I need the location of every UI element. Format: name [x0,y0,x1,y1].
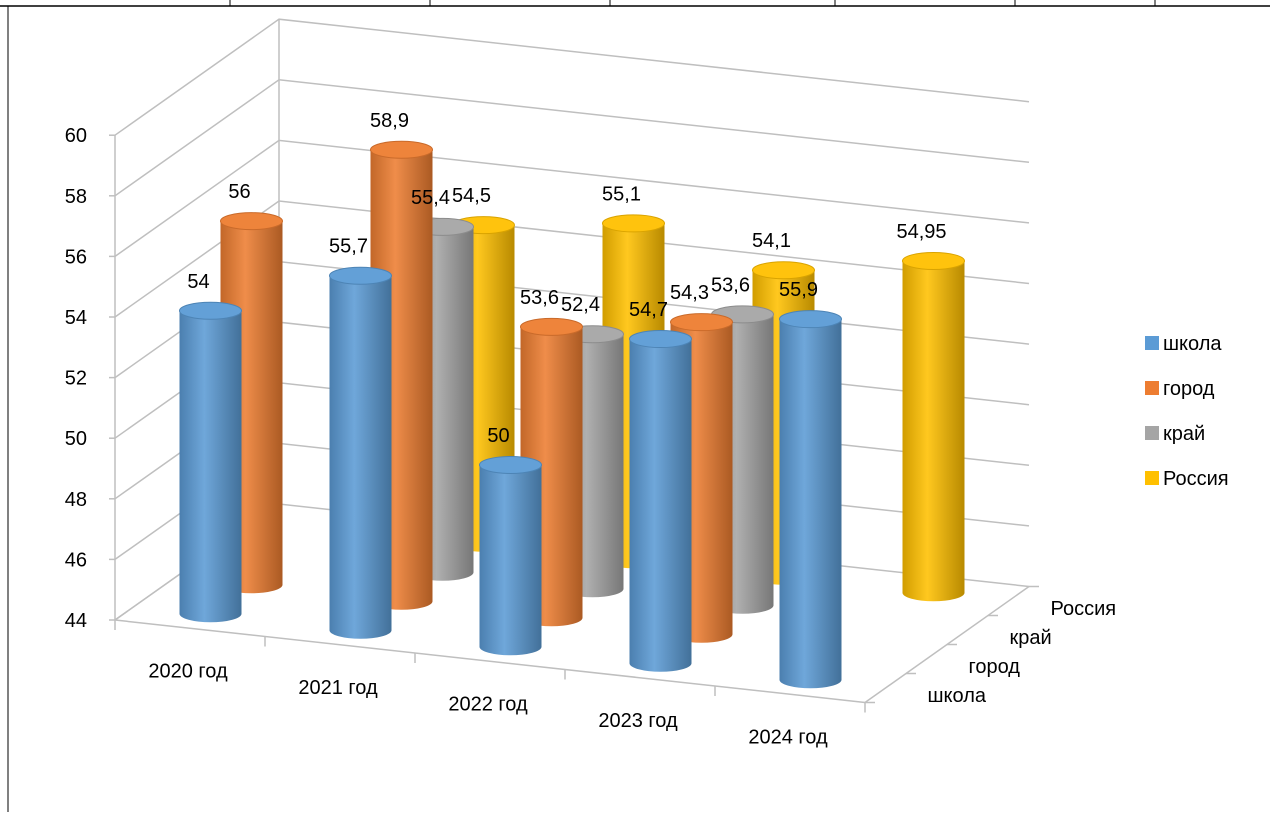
cylinder-body [179,310,242,623]
x-tick-label: 2020 год [148,660,228,682]
data-label: 55,7 [329,236,368,258]
gridline [114,18,1030,136]
data-label: 55,1 [602,183,641,205]
y-tick-label: 44 [65,610,87,632]
data-label: 54,7 [629,299,668,321]
legend-item-label: город [1163,378,1215,400]
cylinder-top [370,141,433,159]
y-tick-label: 54 [65,307,87,329]
cylinder-top-edge [220,212,283,231]
cylinder-top [479,456,542,474]
cylinder-top-edge [370,140,433,159]
data-label: 55,9 [779,279,818,301]
data-label: 54,3 [670,282,709,304]
cylinder-body [629,339,692,672]
cylinder-top-edge [479,455,542,474]
legend: школа город край Россия [1145,333,1229,490]
data-label: 53,6 [711,274,750,296]
cylinder-body [902,260,965,602]
legend-item-label: Россия [1163,468,1229,490]
data-label: 58,9 [370,110,409,132]
bar-школа-2022 год [479,455,542,656]
y-tick-label: 56 [65,246,87,268]
cylinder-body [329,275,392,639]
cylinder-top [329,267,392,285]
legend-swatch [1145,336,1159,350]
cylinder-top-edge [329,266,392,285]
cylinder-top-edge [779,310,842,329]
y-tick-label: 60 [65,125,87,147]
data-label: 54,1 [752,230,791,252]
x-tick-label: 2024 год [748,726,828,748]
depth-axis-label: школа [928,685,987,707]
y-tick-label: 52 [65,368,87,390]
legend-item-label: край [1163,423,1205,445]
cylinder-top-edge [670,313,733,332]
legend-swatch [1145,471,1159,485]
data-label: 50 [487,425,509,447]
cylinder-top [179,302,242,320]
data-label: 54,95 [896,221,946,243]
bar-школа-2023 год [629,330,692,672]
data-label: 55,4 [411,187,450,209]
cylinder-body [479,464,542,656]
bar-Россия-2024 год [902,251,965,602]
cylinder-body [779,319,842,689]
data-label: 53,6 [520,287,559,309]
cylinder-top [520,318,583,336]
y-tick-label: 46 [65,549,87,571]
cylinder-top [602,214,665,232]
cylinder-top-edge [602,214,665,233]
cylinder-top [220,212,283,230]
bar-школа-2021 год [329,266,392,639]
cylinder-top-edge [902,251,965,270]
y-tick-label: 48 [65,489,87,511]
depth-axis-label: край [1010,627,1052,649]
y-tick-label: 50 [65,428,87,450]
bar-школа-2020 год [179,301,242,623]
legend-swatch [1145,426,1159,440]
cylinder-top-edge [752,261,815,280]
x-tick-label: 2023 год [598,710,678,732]
cylinder-top-edge [520,317,583,336]
data-label: 54,5 [452,185,491,207]
bars-layer [179,140,965,689]
legend-item-label: школа [1163,333,1222,355]
legend-swatch [1145,381,1159,395]
data-label: 56 [228,181,250,203]
depth-axis-label: Россия [1051,598,1117,620]
bar-школа-2024 год [779,310,842,689]
depth-axis-label: город [969,656,1021,678]
cylinder-top-edge [629,330,692,349]
cylinder-top-edge [179,301,242,320]
cylinder-top [670,313,733,331]
x-tick-label: 2022 год [448,693,528,715]
gridline [114,79,1030,197]
x-axis-line [114,619,866,704]
x-tick-label: 2021 год [298,677,378,699]
cylinder-top [752,261,815,279]
cylinder-top [779,310,842,328]
cylinder-top [902,252,965,270]
cylinder-top [629,330,692,348]
axis-layer: 44 46 48 50 52 54 56 58 60 2020 год 2021 год 2022 г… [65,125,1116,748]
data-label: 52,4 [561,294,600,316]
y-tick-label: 58 [65,186,87,208]
data-label: 54 [187,271,209,293]
